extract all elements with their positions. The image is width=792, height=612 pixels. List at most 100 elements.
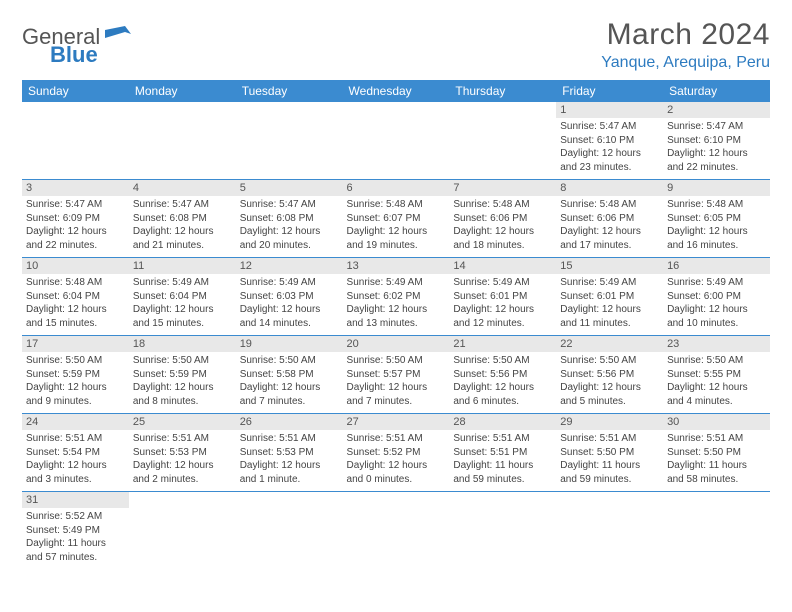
day-number: 25 [129, 414, 236, 430]
day-number: 7 [449, 180, 556, 196]
day-number: 28 [449, 414, 556, 430]
day-info: Sunrise: 5:51 AMSunset: 5:53 PMDaylight:… [240, 432, 339, 486]
day-number: 31 [22, 492, 129, 508]
day-info: Sunrise: 5:47 AMSunset: 6:08 PMDaylight:… [240, 198, 339, 252]
day-number: 6 [343, 180, 450, 196]
day-info: Sunrise: 5:51 AMSunset: 5:54 PMDaylight:… [26, 432, 125, 486]
day-number: 16 [663, 258, 770, 274]
day-number: 2 [663, 102, 770, 118]
day-header: Tuesday [236, 80, 343, 102]
calendar-day: 25 Sunrise: 5:51 AMSunset: 5:53 PMDayligh… [129, 414, 236, 492]
day-number: 21 [449, 336, 556, 352]
calendar-day: 27Sunrise: 5:51 AMSunset: 5:52 PMDayligh… [343, 414, 450, 492]
day-info: Sunrise: 5:50 AMSunset: 5:57 PMDaylight:… [347, 354, 446, 408]
calendar-day: 5 Sunrise: 5:47 AMSunset: 6:08 PMDaylight… [236, 180, 343, 258]
calendar-day-empty [22, 102, 129, 180]
calendar-day: 2 Sunrise: 5:47 AMSunset: 6:10 PMDaylight… [663, 102, 770, 180]
calendar-day-empty [129, 492, 236, 570]
day-info: Sunrise: 5:48 AMSunset: 6:07 PMDaylight:… [347, 198, 446, 252]
day-header: Saturday [663, 80, 770, 102]
calendar-body: 1Sunrise: 5:47 AMSunset: 6:10 PMDaylight… [22, 102, 770, 569]
day-number: 19 [236, 336, 343, 352]
day-number: 13 [343, 258, 450, 274]
calendar-day: 14 Sunrise: 5:49 AMSunset: 6:01 PMDayligh… [449, 258, 556, 336]
day-number: 22 [556, 336, 663, 352]
calendar-day: 15Sunrise: 5:49 AMSunset: 6:01 PMDayligh… [556, 258, 663, 336]
title-block: March 2024 Yanque, Arequipa, Peru [601, 18, 770, 72]
logo-flag-icon [105, 26, 131, 49]
day-info: Sunrise: 5:48 AMSunset: 6:06 PMDaylight:… [453, 198, 552, 252]
day-info: Sunrise: 5:48 AMSunset: 6:04 PMDaylight:… [26, 276, 125, 330]
day-number: 23 [663, 336, 770, 352]
calendar-day-empty [449, 492, 556, 570]
day-info: Sunrise: 5:51 AMSunset: 5:51 PMDaylight:… [453, 432, 552, 486]
day-header: Sunday [22, 80, 129, 102]
day-number: 18 [129, 336, 236, 352]
calendar-day: 1Sunrise: 5:47 AMSunset: 6:10 PMDaylight… [556, 102, 663, 180]
location: Yanque, Arequipa, Peru [601, 54, 770, 72]
day-info: Sunrise: 5:48 AMSunset: 6:06 PMDaylight:… [560, 198, 659, 252]
calendar-day: 6 Sunrise: 5:48 AMSunset: 6:07 PMDaylight… [343, 180, 450, 258]
day-info: Sunrise: 5:50 AMSunset: 5:58 PMDaylight:… [240, 354, 339, 408]
day-number: 5 [236, 180, 343, 196]
calendar-day: 3Sunrise: 5:47 AMSunset: 6:09 PMDaylight… [22, 180, 129, 258]
calendar-day: 11 Sunrise: 5:49 AMSunset: 6:04 PMDayligh… [129, 258, 236, 336]
day-header: Monday [129, 80, 236, 102]
day-header: Friday [556, 80, 663, 102]
calendar-week: 17Sunrise: 5:50 AMSunset: 5:59 PMDayligh… [22, 336, 770, 414]
day-number: 26 [236, 414, 343, 430]
calendar-day: 29Sunrise: 5:51 AMSunset: 5:50 PMDayligh… [556, 414, 663, 492]
day-number: 30 [663, 414, 770, 430]
month-title: March 2024 [601, 18, 770, 52]
day-number: 11 [129, 258, 236, 274]
day-info: Sunrise: 5:50 AMSunset: 5:56 PMDaylight:… [453, 354, 552, 408]
calendar-day: 28 Sunrise: 5:51 AMSunset: 5:51 PMDayligh… [449, 414, 556, 492]
day-header-row: SundayMondayTuesdayWednesdayThursdayFrid… [22, 80, 770, 102]
calendar-week: 24Sunrise: 5:51 AMSunset: 5:54 PMDayligh… [22, 414, 770, 492]
calendar-day-empty [343, 492, 450, 570]
calendar-day: 17Sunrise: 5:50 AMSunset: 5:59 PMDayligh… [22, 336, 129, 414]
day-number: 14 [449, 258, 556, 274]
calendar-day: 7 Sunrise: 5:48 AMSunset: 6:06 PMDaylight… [449, 180, 556, 258]
day-number: 10 [22, 258, 129, 274]
day-number: 17 [22, 336, 129, 352]
day-info: Sunrise: 5:49 AMSunset: 6:03 PMDaylight:… [240, 276, 339, 330]
day-info: Sunrise: 5:47 AMSunset: 6:08 PMDaylight:… [133, 198, 232, 252]
day-info: Sunrise: 5:47 AMSunset: 6:10 PMDaylight:… [667, 120, 766, 174]
calendar-week: 31 Sunrise: 5:52 AMSunset: 5:49 PMDayligh… [22, 492, 770, 570]
calendar-day: 10 Sunrise: 5:48 AMSunset: 6:04 PMDayligh… [22, 258, 129, 336]
day-number: 1 [556, 102, 663, 118]
calendar-week: 3Sunrise: 5:47 AMSunset: 6:09 PMDaylight… [22, 180, 770, 258]
calendar-day: 12Sunrise: 5:49 AMSunset: 6:03 PMDayligh… [236, 258, 343, 336]
calendar-table: SundayMondayTuesdayWednesdayThursdayFrid… [22, 80, 770, 569]
day-number: 4 [129, 180, 236, 196]
calendar-day: 20Sunrise: 5:50 AMSunset: 5:57 PMDayligh… [343, 336, 450, 414]
day-number: 3 [22, 180, 129, 196]
calendar-day: 23 Sunrise: 5:50 AMSunset: 5:55 PMDayligh… [663, 336, 770, 414]
day-info: Sunrise: 5:50 AMSunset: 5:55 PMDaylight:… [667, 354, 766, 408]
calendar-day: 8Sunrise: 5:48 AMSunset: 6:06 PMDaylight… [556, 180, 663, 258]
day-info: Sunrise: 5:48 AMSunset: 6:05 PMDaylight:… [667, 198, 766, 252]
calendar-day-empty [343, 102, 450, 180]
day-header: Thursday [449, 80, 556, 102]
calendar-day: 4 Sunrise: 5:47 AMSunset: 6:08 PMDaylight… [129, 180, 236, 258]
day-info: Sunrise: 5:52 AMSunset: 5:49 PMDaylight:… [26, 510, 125, 564]
calendar-day-empty [556, 492, 663, 570]
calendar-day-empty [449, 102, 556, 180]
calendar-week: 10 Sunrise: 5:48 AMSunset: 6:04 PMDayligh… [22, 258, 770, 336]
calendar-day: 16Sunrise: 5:49 AMSunset: 6:00 PMDayligh… [663, 258, 770, 336]
day-info: Sunrise: 5:50 AMSunset: 5:59 PMDaylight:… [133, 354, 232, 408]
calendar-day: 19 Sunrise: 5:50 AMSunset: 5:58 PMDayligh… [236, 336, 343, 414]
day-info: Sunrise: 5:51 AMSunset: 5:50 PMDaylight:… [667, 432, 766, 486]
day-header: Wednesday [343, 80, 450, 102]
calendar-day: 26 Sunrise: 5:51 AMSunset: 5:53 PMDayligh… [236, 414, 343, 492]
logo-text-2: Blue [50, 42, 98, 68]
day-info: Sunrise: 5:51 AMSunset: 5:53 PMDaylight:… [133, 432, 232, 486]
calendar-day: 18 Sunrise: 5:50 AMSunset: 5:59 PMDayligh… [129, 336, 236, 414]
day-info: Sunrise: 5:51 AMSunset: 5:52 PMDaylight:… [347, 432, 446, 486]
calendar-day-empty [129, 102, 236, 180]
calendar-day: 9Sunrise: 5:48 AMSunset: 6:05 PMDaylight… [663, 180, 770, 258]
day-info: Sunrise: 5:49 AMSunset: 6:01 PMDaylight:… [453, 276, 552, 330]
calendar-day: 31 Sunrise: 5:52 AMSunset: 5:49 PMDayligh… [22, 492, 129, 570]
day-info: Sunrise: 5:49 AMSunset: 6:04 PMDaylight:… [133, 276, 232, 330]
